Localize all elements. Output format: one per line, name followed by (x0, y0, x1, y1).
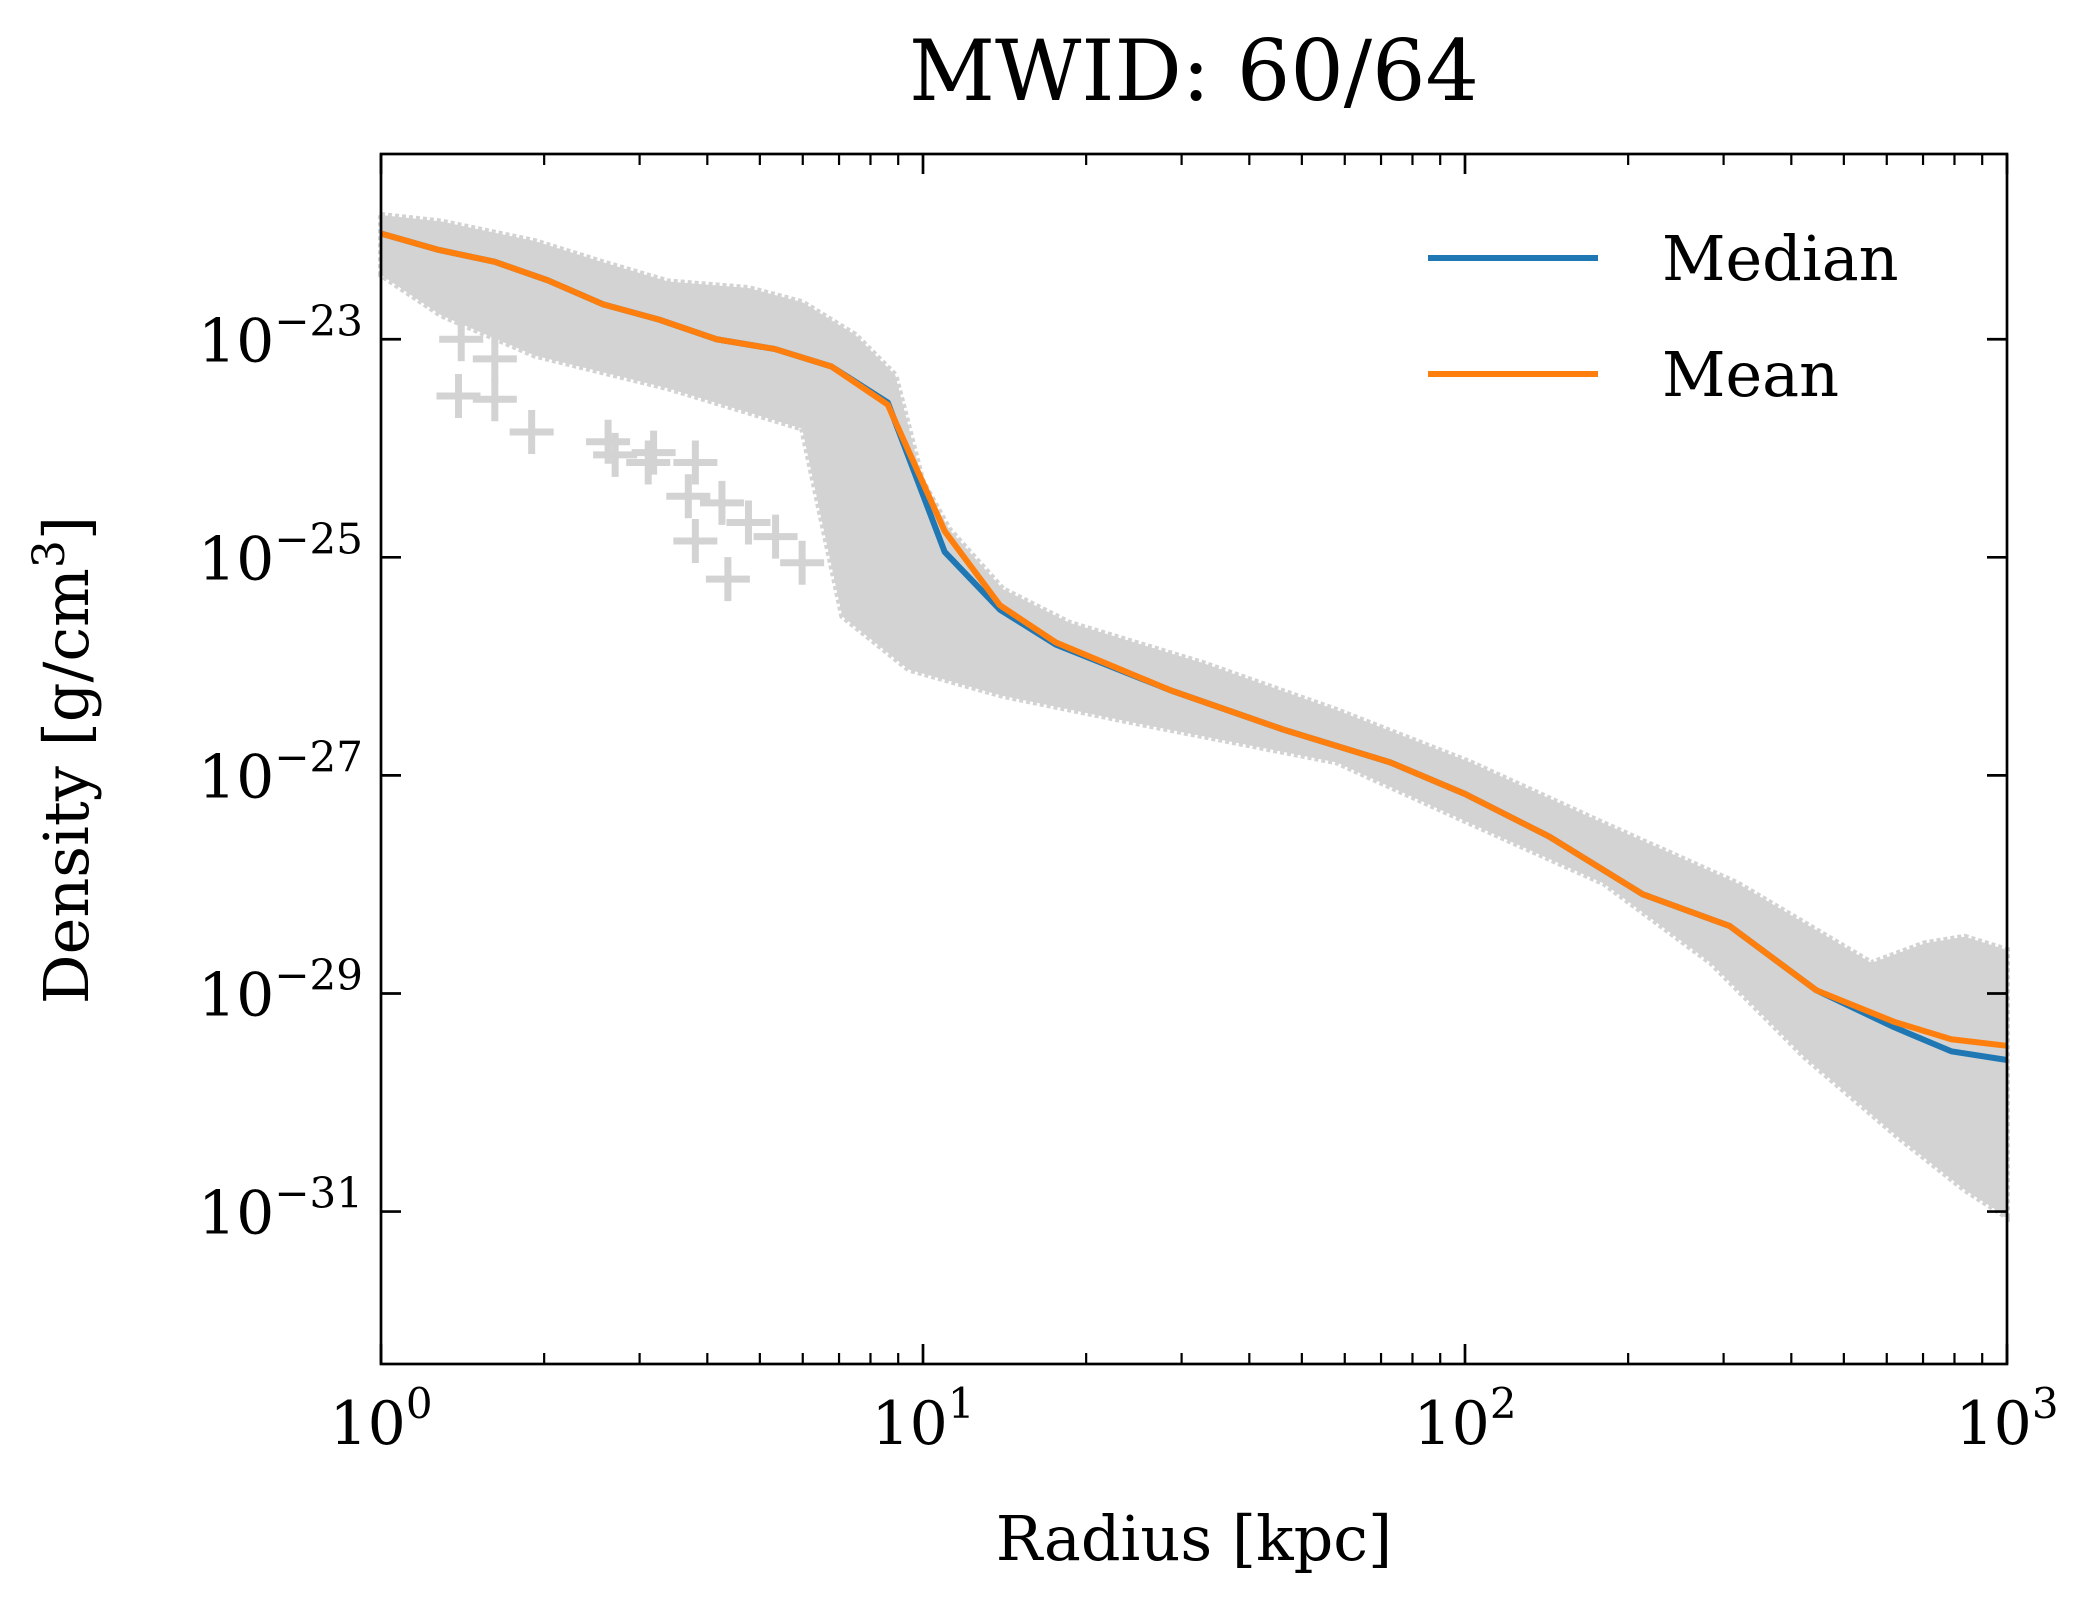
legend-label-median: Median (1662, 222, 1899, 295)
outlier-point (552, 309, 597, 354)
y-axis-label-text: Density [g/cm (30, 568, 103, 1004)
y-tick-label: 10−25 (198, 514, 363, 594)
y-tick-label: 10−31 (198, 1169, 363, 1249)
y-axis-label: Density [g/cm3] (24, 516, 103, 1004)
outlier-point (626, 440, 671, 485)
outlier-point (439, 317, 484, 362)
outlier-point (673, 440, 718, 485)
outlier-point (705, 557, 750, 602)
y-tick-label-exponent: −23 (274, 296, 363, 345)
x-tick-label-exponent: 1 (948, 1379, 975, 1428)
y-tick-label-exponent: −25 (274, 514, 363, 563)
outlier-point (666, 474, 711, 519)
outlier-point (699, 480, 744, 525)
y-tick-label-base: 10 (198, 306, 274, 376)
x-tick-label-base: 10 (871, 1389, 947, 1459)
y-tick-label-exponent: −27 (274, 732, 363, 781)
y-tick-label-base: 10 (198, 742, 274, 812)
outlier-point (593, 432, 638, 477)
y-tick-label-base: 10 (198, 960, 274, 1030)
x-tick-label: 100 (329, 1379, 432, 1459)
y-tick-label-base: 10 (198, 1179, 274, 1249)
series-lines (380, 230, 2008, 1063)
outlier-point (673, 518, 718, 563)
x-tick-label-exponent: 3 (2032, 1379, 2059, 1428)
y-tick-label: 10−27 (198, 732, 363, 812)
y-tick-label: 10−23 (198, 296, 363, 376)
outlier-point (780, 540, 825, 585)
y-tick-label-exponent: −31 (274, 1169, 363, 1218)
x-tick-label-base: 10 (1955, 1389, 2031, 1459)
y-tick-label-base: 10 (198, 524, 274, 594)
legend: Median Mean (1428, 222, 1899, 411)
outlier-point (631, 430, 676, 475)
y-tick-label-exponent: −29 (274, 950, 363, 999)
x-axis-label: Radius [kpc] (996, 1502, 1392, 1575)
x-tick-label: 102 (1413, 1379, 1516, 1459)
profile-band (378, 211, 2010, 1223)
outlier-point (753, 514, 798, 559)
outlier-points (436, 309, 825, 602)
x-tick-label-base: 10 (329, 1389, 405, 1459)
y-axis-label-sup: 3 (24, 540, 75, 568)
profile-band-area (378, 211, 2010, 1223)
legend-label-mean: Mean (1662, 338, 1839, 411)
x-tick-label: 101 (871, 1379, 974, 1459)
x-tick-label-exponent: 0 (406, 1379, 433, 1428)
outlier-point (509, 409, 554, 454)
x-tick-label-exponent: 2 (1490, 1379, 1517, 1428)
y-axis-label-close: ] (30, 516, 103, 540)
x-tick-label: 103 (1955, 1379, 2058, 1459)
x-tick-label-base: 10 (1413, 1389, 1489, 1459)
plot-frame (379, 152, 2009, 1366)
y-tick-label: 10−29 (198, 950, 363, 1030)
chart-title: MWID: 60/64 (909, 22, 1479, 120)
outlier-point (472, 336, 517, 381)
outlier-point (726, 500, 771, 545)
series-line-mean (380, 230, 2008, 1049)
outlier-point (472, 377, 517, 422)
